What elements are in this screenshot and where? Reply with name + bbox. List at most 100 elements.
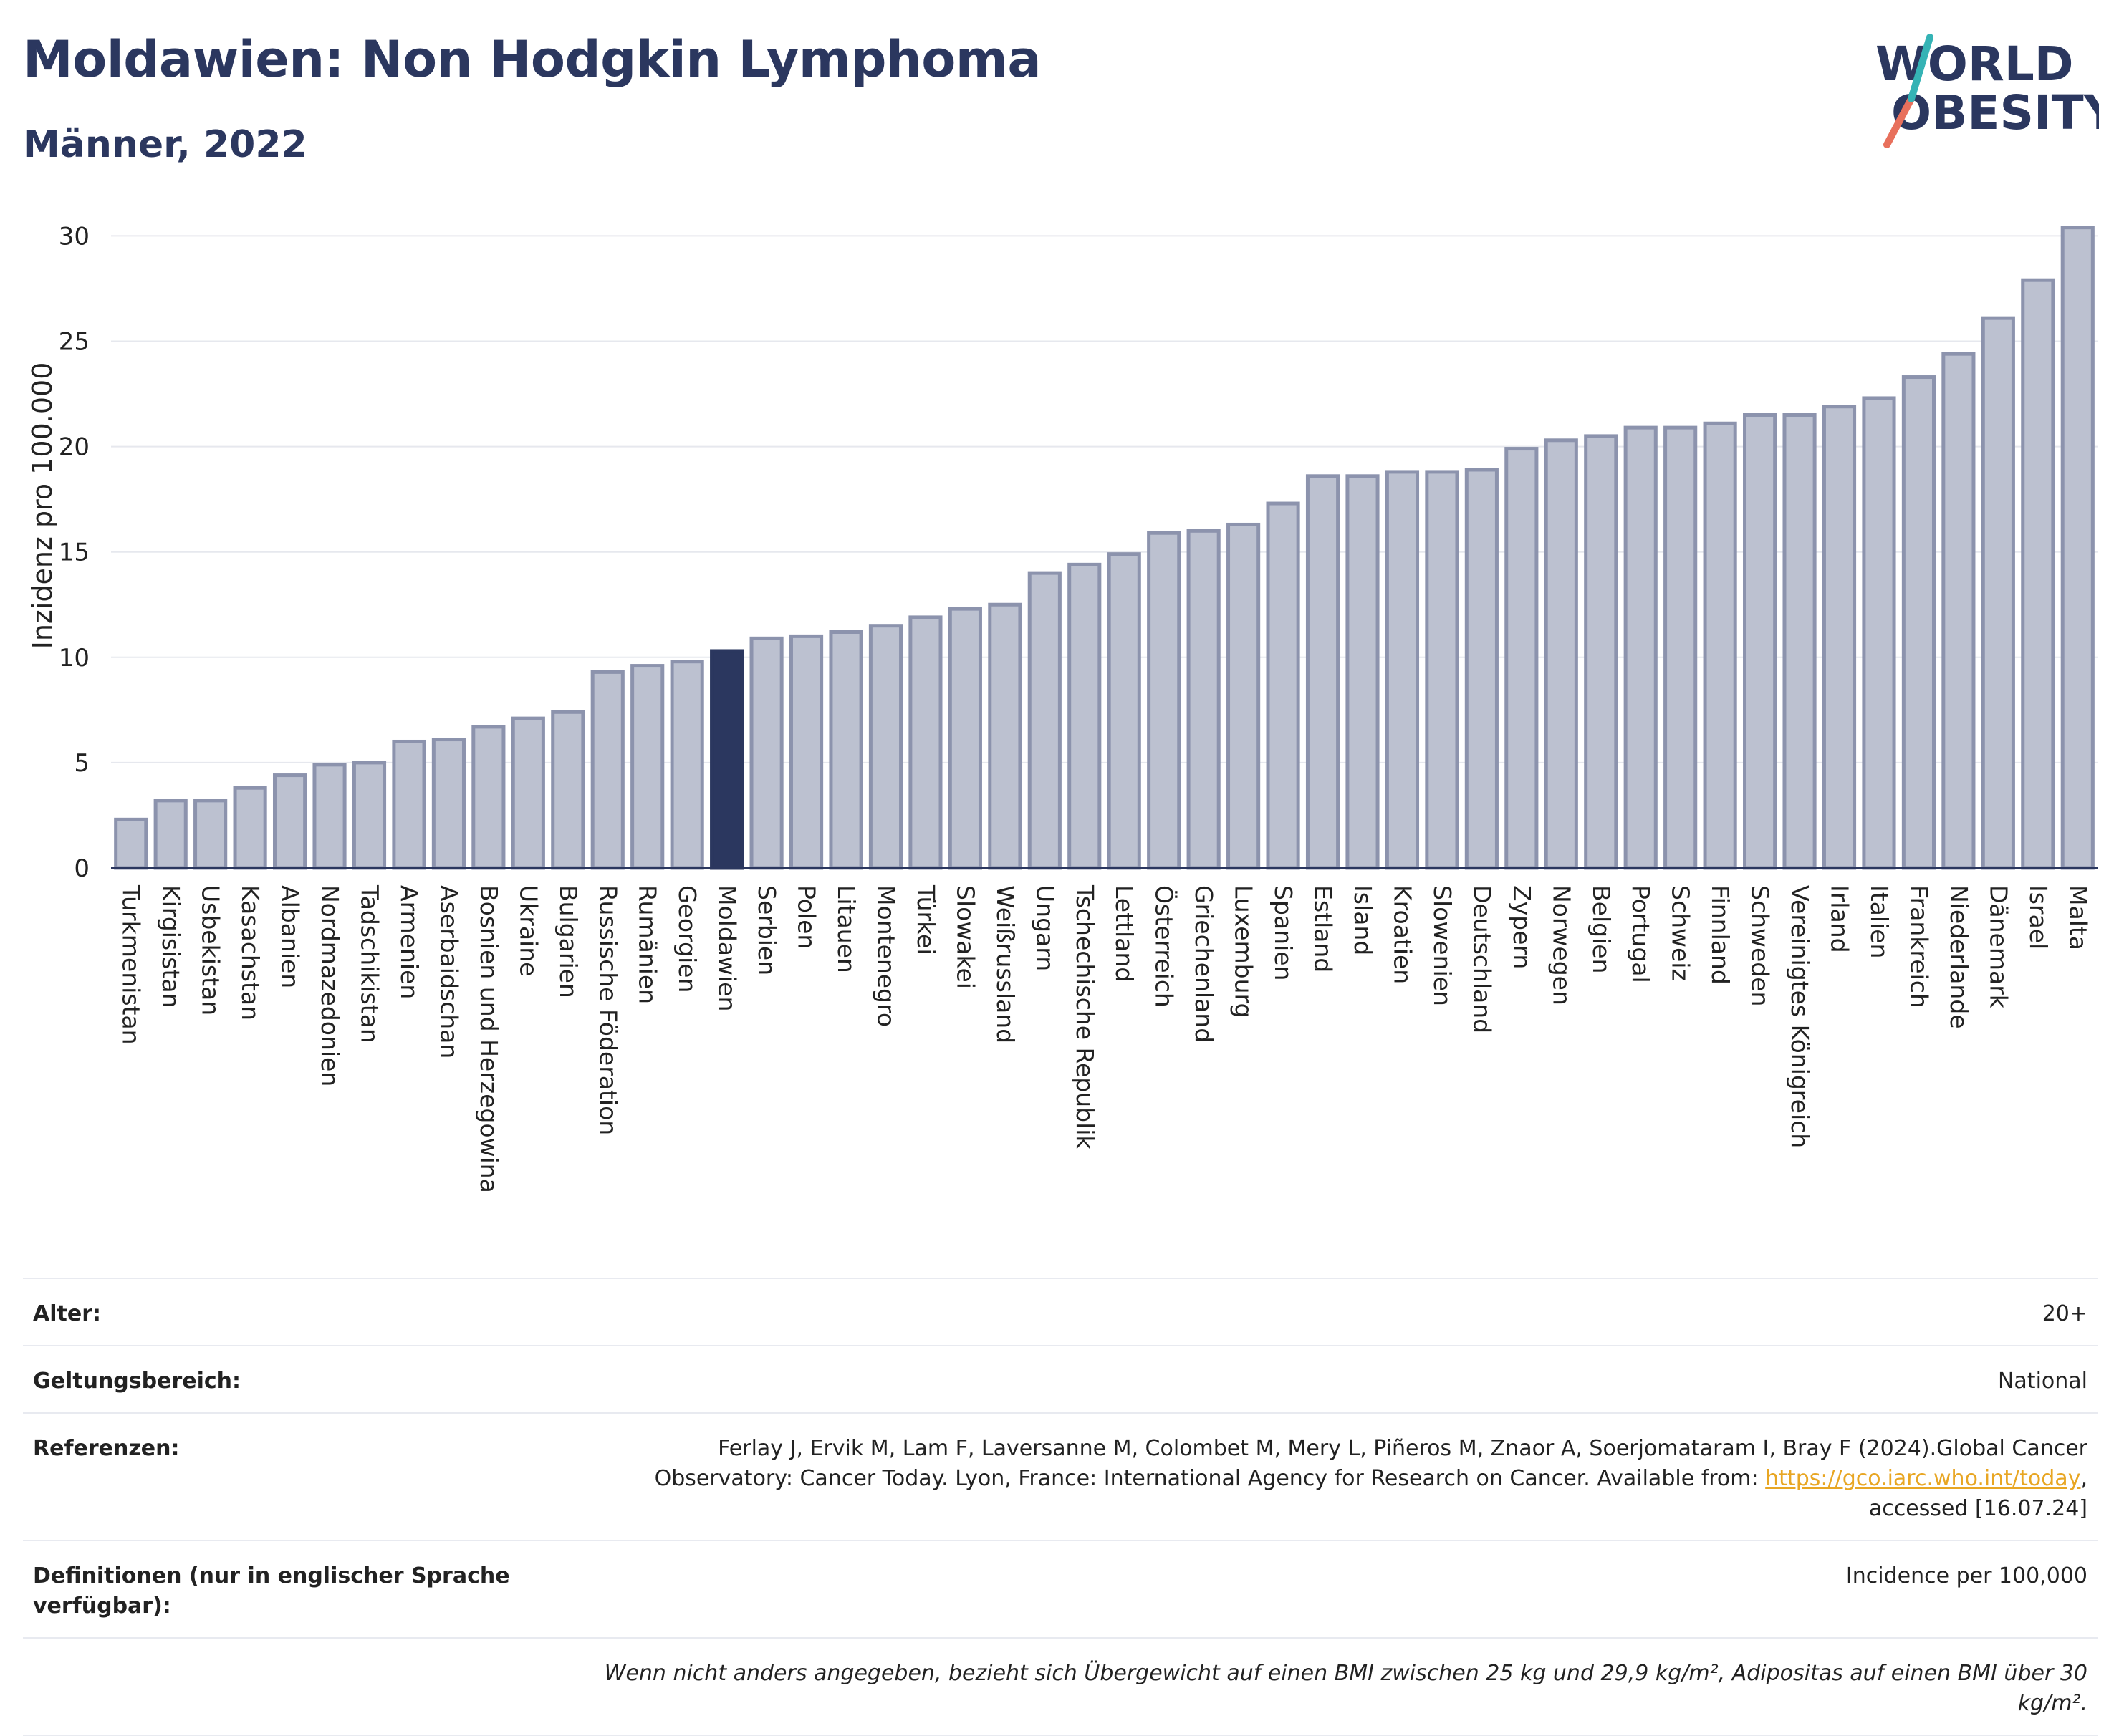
x-tick-label: Ungarn xyxy=(1031,885,1059,971)
x-tick-label: Italien xyxy=(1865,885,1893,958)
bar xyxy=(2060,226,2095,870)
x-tick-label: Turkmenistan xyxy=(117,884,145,1045)
bar xyxy=(1584,434,1618,870)
x-tick-label: Zypern xyxy=(1508,885,1536,969)
x-tick-label: Usbekistan xyxy=(197,885,225,1016)
bars xyxy=(114,226,2095,870)
bar xyxy=(1385,470,1420,870)
x-tick-label: Aserbaidschan xyxy=(435,885,463,1059)
x-tick-label: Belgien xyxy=(1587,885,1615,973)
x-tick-label: Nordmazedonien xyxy=(316,885,344,1086)
bar xyxy=(749,636,784,870)
info-row-references: Referenzen: Ferlay J, Ervik M, Lam F, La… xyxy=(23,1412,2098,1540)
bar xyxy=(2021,278,2055,870)
world-obesity-logo: WORLD OBESITY xyxy=(1875,34,2099,148)
reference-text-1: Ferlay J, Ervik M, Lam F, Laversanne M, … xyxy=(718,1436,2087,1461)
age-value: 20+ xyxy=(2042,1301,2087,1326)
y-tick-label: 10 xyxy=(59,644,90,672)
bar xyxy=(1941,352,1976,870)
bar xyxy=(1425,470,1459,870)
y-axis-ticks: 0 5 10 15 20 25 30 xyxy=(59,222,90,883)
y-tick-label: 15 xyxy=(59,539,90,567)
x-tick-label: Deutschland xyxy=(1468,885,1496,1033)
x-tick-label: Kroatien xyxy=(1388,885,1416,984)
x-tick-label: Malta xyxy=(2064,885,2092,950)
x-tick-label: Ukraine xyxy=(514,885,542,976)
x-tick-label: Slowakei xyxy=(951,885,979,989)
bar xyxy=(1186,529,1221,870)
info-row-age: Alter: 20+ xyxy=(23,1278,2098,1345)
bar xyxy=(1782,413,1817,870)
bar xyxy=(114,817,148,870)
definitions-value: Incidence per 100,000 xyxy=(1845,1563,2087,1588)
bar xyxy=(1544,438,1578,870)
x-tick-label: Norwegen xyxy=(1547,885,1575,1006)
x-tick-label: Irland xyxy=(1826,885,1854,953)
bar xyxy=(1901,375,1936,870)
scope-value: National xyxy=(1997,1369,2087,1394)
bar xyxy=(1345,474,1380,870)
x-tick-label: Russische Föderation xyxy=(594,885,622,1135)
bar xyxy=(312,763,347,870)
x-tick-label: Schweiz xyxy=(1667,885,1695,981)
bar xyxy=(1305,474,1340,870)
bar xyxy=(511,716,545,870)
x-tick-label: Vereinigtes Königreich xyxy=(1786,885,1814,1148)
bar-chart: 0 5 10 15 20 25 30 Turkmenistan Kirgisistan Usbe… xyxy=(27,222,2098,1193)
x-tick-label: Lettland xyxy=(1110,885,1138,982)
x-tick-label: Bulgarien xyxy=(554,885,582,998)
x-tick-label: Albanien xyxy=(277,885,304,988)
reference-link[interactable]: https://gco.iarc.who.int/today xyxy=(1765,1466,2081,1491)
y-tick-label: 25 xyxy=(59,328,90,357)
x-tick-label: Estland xyxy=(1310,885,1337,973)
bar xyxy=(193,799,228,870)
chart-subtitle: Männer, 2022 xyxy=(23,123,307,166)
bar xyxy=(1504,447,1539,870)
reference-text-2: Observatory: Cancer Today. Lyon, France:… xyxy=(654,1466,1766,1491)
bar xyxy=(1663,425,1698,870)
x-tick-label: Montenegro xyxy=(872,885,900,1027)
y-tick-label: 5 xyxy=(74,749,90,778)
x-tick-label: Armenien xyxy=(395,885,423,999)
bar xyxy=(153,799,188,870)
x-tick-label: Schweden xyxy=(1746,885,1774,1006)
bar xyxy=(1862,396,1896,870)
chart-title: Moldawien: Non Hodgkin Lymphoma xyxy=(23,30,1042,89)
x-tick-label: Tschechische Republik xyxy=(1071,884,1099,1149)
bmi-note: Wenn nicht anders angegeben, bezieht sic… xyxy=(604,1661,2087,1716)
x-tick-label: Kirgisistan xyxy=(157,885,185,1008)
x-tick-label: Moldawien xyxy=(713,885,741,1011)
bar xyxy=(1147,531,1181,870)
bar-highlighted xyxy=(710,649,744,870)
x-tick-label: Slowenien xyxy=(1428,885,1456,1006)
bar xyxy=(471,725,506,870)
bar xyxy=(1226,522,1261,870)
info-row-scope: Geltungsbereich: National xyxy=(23,1345,2098,1412)
svg-text:OBESITY: OBESITY xyxy=(1891,85,2099,140)
x-tick-label: Türkei xyxy=(912,884,940,955)
bar xyxy=(1107,552,1141,870)
x-tick-label: Rumänien xyxy=(634,885,662,1004)
x-tick-label: Island xyxy=(1349,885,1377,955)
bar xyxy=(630,664,665,870)
info-table: Alter: 20+ Geltungsbereich: National Ref… xyxy=(23,1278,2098,1736)
x-tick-label: Israel xyxy=(2024,885,2052,950)
bar xyxy=(590,670,625,870)
bar xyxy=(1743,413,1777,870)
bar xyxy=(392,739,426,870)
y-tick-label: 30 xyxy=(59,222,90,251)
info-row-note: Wenn nicht anders angegeben, bezieht sic… xyxy=(23,1637,2098,1736)
x-tick-label: Weißrussland xyxy=(991,885,1019,1043)
reference-text-3: , xyxy=(2080,1466,2087,1491)
reference-text-4: accessed [16.07.24] xyxy=(1868,1496,2087,1521)
bar xyxy=(1703,421,1737,870)
bar xyxy=(1464,468,1499,870)
bar xyxy=(829,630,863,870)
bar xyxy=(789,634,824,870)
x-tick-label: Georgien xyxy=(673,885,701,993)
x-tick-label: Niederlande xyxy=(1945,885,1973,1029)
x-tick-label: Finnland xyxy=(1706,885,1734,985)
bar xyxy=(272,773,307,870)
references-value: Ferlay J, Ervik M, Lam F, Laversanne M, … xyxy=(655,1434,2087,1524)
y-tick-label: 0 xyxy=(74,854,90,883)
